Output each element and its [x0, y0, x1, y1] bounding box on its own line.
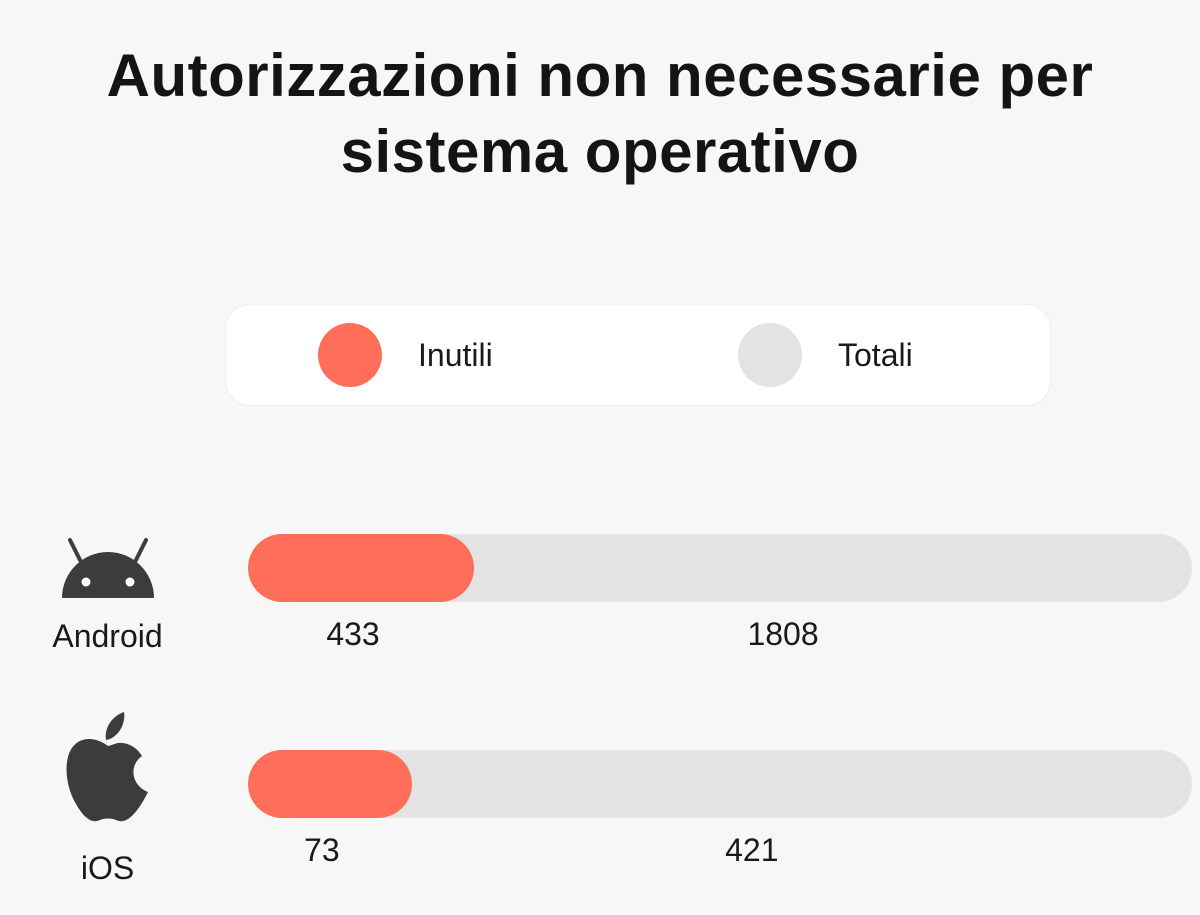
legend-item-inutili: Inutili	[318, 305, 493, 405]
legend: Inutili Totali	[226, 305, 1050, 405]
legend-swatch-totali	[738, 323, 802, 387]
value-label-inutili-ios: 73	[304, 832, 340, 868]
bar-totali-ios	[248, 750, 1192, 818]
legend-swatch-inutili	[318, 323, 382, 387]
apple-icon	[0, 712, 215, 824]
bar-inutili-ios	[248, 750, 412, 818]
legend-label-inutili: Inutili	[418, 336, 493, 373]
value-label-totali-android: 1808	[747, 616, 819, 652]
bar-totali-android	[248, 534, 1192, 602]
value-label-inutili-android: 433	[326, 616, 380, 652]
legend-item-totali: Totali	[738, 305, 913, 405]
value-label-totali-ios: 421	[725, 832, 779, 868]
bar-inutili-android	[248, 534, 475, 602]
android-icon	[0, 532, 215, 598]
chart-title: Autorizzazioni non necessarie per sistem…	[106, 42, 1094, 185]
category-label-ios: iOS	[80, 850, 135, 886]
legend-label-totali: Totali	[838, 336, 913, 373]
category-label-android: Android	[52, 618, 163, 654]
